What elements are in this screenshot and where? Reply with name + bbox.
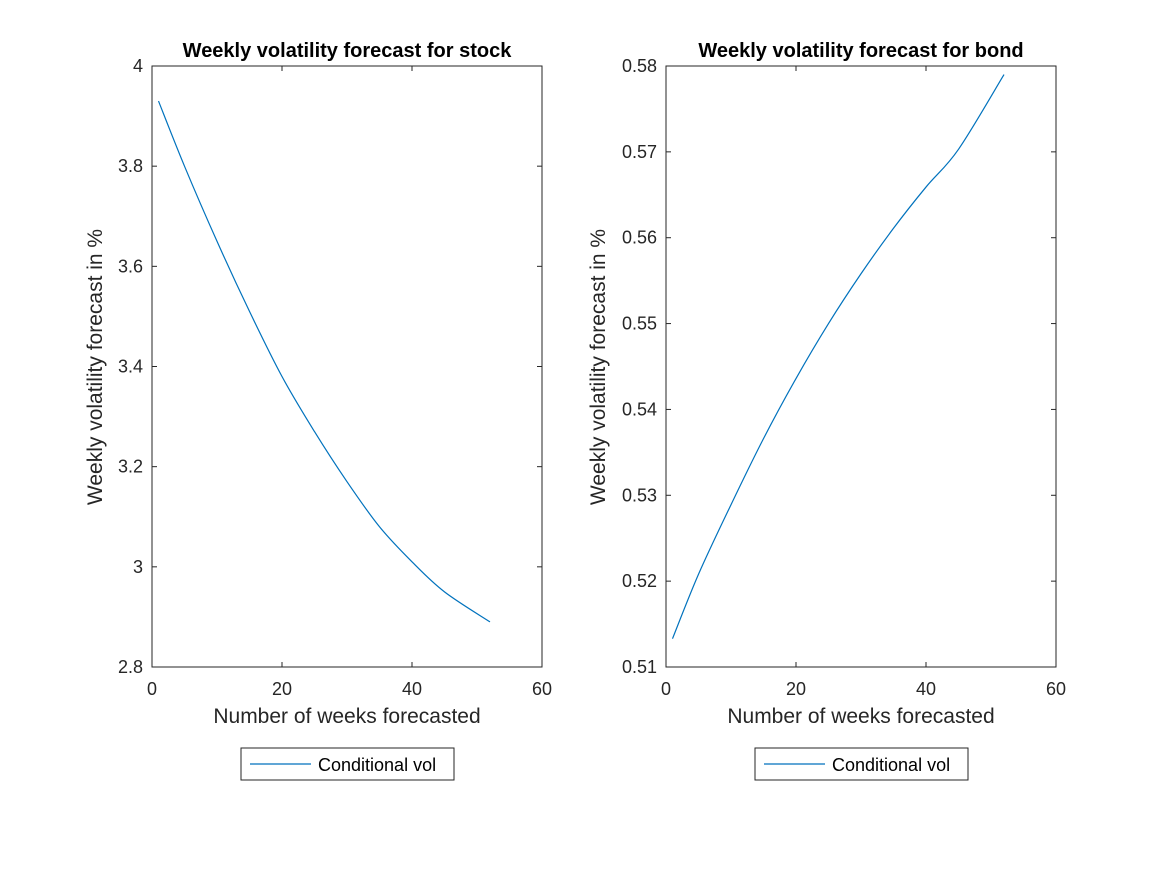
y-tick-label: 0.58 <box>622 56 657 76</box>
y-axis-label: Weekly volatility forecast in % <box>587 229 610 505</box>
y-tick-label: 0.54 <box>622 399 657 419</box>
x-tick-label: 0 <box>661 679 671 699</box>
y-tick-label: 3.6 <box>118 256 143 276</box>
axes-box: 0 20 40 60 2.8 3 3.2 3.4 3.6 3.8 4 <box>118 56 552 699</box>
x-tick-label: 60 <box>532 679 552 699</box>
y-tick-label: 0.57 <box>622 142 657 162</box>
chart-stock: Weekly volatility forecast for stock 0 20… <box>84 40 552 781</box>
y-tick-label: 0.51 <box>622 657 657 677</box>
plot-area <box>665 65 1057 668</box>
chart-title: Weekly volatility forecast for stock <box>183 40 513 62</box>
series-line-conditional-vol <box>671 74 1005 639</box>
y-tick-label: 2.8 <box>118 657 143 677</box>
x-tick-label: 60 <box>1046 679 1066 699</box>
axes-box: 0 20 40 60 0.51 0.52 0.53 0.54 0.55 0.56 0.57 0.58 <box>622 56 1066 699</box>
chart-title: Weekly volatility forecast for bond <box>698 40 1023 62</box>
y-tick-label: 3.2 <box>118 457 143 477</box>
y-tick-label: 3.4 <box>118 357 143 377</box>
y-tick-label: 0.55 <box>622 314 657 334</box>
x-tick-label: 20 <box>272 679 292 699</box>
x-axis-label: Number of weeks forecasted <box>213 705 480 728</box>
legend-label: Conditional vol <box>832 755 950 775</box>
legend-label: Conditional vol <box>318 755 436 775</box>
legend: Conditional vol <box>240 747 455 781</box>
chart-bond: Weekly volatility forecast for bond 0 20 4… <box>587 40 1066 781</box>
y-tick-label: 3 <box>133 557 143 577</box>
legend: Conditional vol <box>754 747 969 781</box>
y-tick-label: 4 <box>133 56 143 76</box>
series-line-conditional-vol <box>157 100 491 623</box>
x-tick-label: 40 <box>916 679 936 699</box>
y-tick-label: 3.8 <box>118 156 143 176</box>
y-tick-label: 0.56 <box>622 228 657 248</box>
y-tick-label: 0.52 <box>622 571 657 591</box>
x-tick-label: 0 <box>147 679 157 699</box>
y-axis-label: Weekly volatility forecast in % <box>84 229 107 505</box>
y-tick-label: 0.53 <box>622 485 657 505</box>
plot-area <box>151 65 543 668</box>
x-tick-label: 40 <box>402 679 422 699</box>
x-axis-label: Number of weeks forecasted <box>727 705 994 728</box>
x-tick-label: 20 <box>786 679 806 699</box>
